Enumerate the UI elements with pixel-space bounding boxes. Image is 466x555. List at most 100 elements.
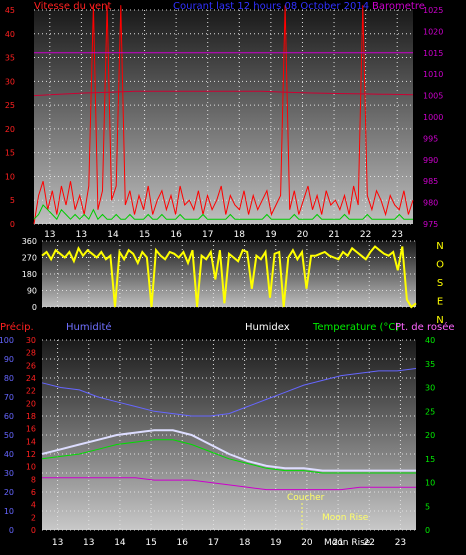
wind-series-1 xyxy=(33,204,413,221)
temp-y-tick: 15 xyxy=(425,455,435,464)
humidex-y-tick: 30 xyxy=(26,336,36,345)
baro-y-tick: 1000 xyxy=(423,113,443,122)
compass-letter: E xyxy=(437,297,443,308)
label-humidite: Humidité xyxy=(66,321,112,333)
direction-y-tick: 90 xyxy=(27,287,37,296)
wind-x-tick: 17 xyxy=(202,230,213,240)
label-rosee: Pt. de rosée xyxy=(395,321,455,333)
temp-series-0 xyxy=(41,368,417,417)
humidex-y-tick: 4 xyxy=(31,501,36,510)
temp-x-tick: 19 xyxy=(270,538,282,548)
wind-y-tick: 15 xyxy=(5,149,15,158)
temp-x-tick: 21 xyxy=(332,538,343,548)
sunset-label: Coucher xyxy=(287,493,325,503)
temp-series-3 xyxy=(42,477,416,491)
humidex-y-tick: 28 xyxy=(26,349,36,358)
wind-series-0 xyxy=(33,5,414,225)
humidex-y-tick: 20 xyxy=(26,399,36,408)
precip-y-tick: 80 xyxy=(4,374,14,383)
humidex-y-tick: 12 xyxy=(26,450,36,459)
direction-y-tick: 360 xyxy=(22,237,37,246)
temp-y-tick: 20 xyxy=(425,431,435,440)
wind-y-tick: 35 xyxy=(5,54,15,63)
precip-y-tick: 90 xyxy=(4,355,14,364)
temp-x-tick: 18 xyxy=(239,538,251,548)
moonrise-label: Moon Rise xyxy=(322,513,369,523)
temp-y-tick: 40 xyxy=(425,336,435,345)
wind-x-tick: 23 xyxy=(391,230,402,240)
humidex-y-tick: 14 xyxy=(26,437,36,446)
direction-plot-bg xyxy=(42,241,416,307)
wind-y-tick: 0 xyxy=(10,220,15,229)
wind-x-tick: 16 xyxy=(170,230,182,240)
precip-y-tick: 30 xyxy=(4,469,14,478)
wind-x-axis: 13 13 14 15 16 17 18 19 20 21 22 23 xyxy=(44,230,403,240)
label-temperature: Temperature (°C) xyxy=(312,322,399,333)
baro-y-tick: 995 xyxy=(423,134,438,143)
temp-x-tick: 15 xyxy=(145,538,156,548)
precip-y-tick: 10 xyxy=(4,507,14,516)
precip-y-tick: 70 xyxy=(4,393,14,402)
temp-y-tick: 25 xyxy=(425,407,435,416)
precip-y-tick: 40 xyxy=(4,450,14,459)
wind-x-tick: 13 xyxy=(44,230,55,240)
temp-x-tick: 23 xyxy=(395,538,406,548)
humidex-y-tick: 24 xyxy=(26,374,36,383)
wind-y-tick: 10 xyxy=(5,172,15,181)
precip-y-tick: 100 xyxy=(0,336,14,345)
wind-chart: Vitesse du vent Courant last 12 hours 08… xyxy=(5,1,444,240)
humidex-y-tick: 6 xyxy=(31,488,36,497)
wind-x-tick: 21 xyxy=(328,230,339,240)
humidex-y-tick: 2 xyxy=(31,513,36,522)
temp-x-tick: 16 xyxy=(177,538,189,548)
wind-right-axis: 1025 1020 1015 1010 1005 1000 995 990 985 980 975 xyxy=(423,6,443,229)
wind-chart-title: Courant last 12 hours 08 October 2014 xyxy=(173,1,369,12)
compass-letter: N xyxy=(436,315,443,326)
temp-y-tick: 0 xyxy=(425,526,430,535)
temp-y-tick: 5 xyxy=(425,502,430,511)
baro-y-tick: 1020 xyxy=(423,27,443,36)
precip-y-tick: 60 xyxy=(4,412,14,421)
label-humidex: Humidex xyxy=(245,322,290,333)
wind-x-tick: 15 xyxy=(139,230,150,240)
direction-y-tick: 180 xyxy=(22,270,37,279)
temperature-chart: Précip. Humidité Humidex Temperature (°C… xyxy=(0,321,455,548)
wind-left-label: Vitesse du vent xyxy=(34,1,111,12)
label-precip: Précip. xyxy=(0,321,34,333)
wind-x-tick: 22 xyxy=(360,230,371,240)
wind-y-tick: 40 xyxy=(5,30,15,39)
temp-x-tick: 14 xyxy=(114,538,126,548)
temperature-axis: 40 35 30 25 20 15 10 5 0 xyxy=(425,336,435,535)
baro-y-tick: 985 xyxy=(423,177,438,186)
wind-y-tick: 25 xyxy=(5,101,15,110)
wind-x-tick: 14 xyxy=(107,230,119,240)
wind-x-tick: 18 xyxy=(234,230,246,240)
temp-series-1 xyxy=(41,429,416,472)
wind-y-tick: 20 xyxy=(5,125,15,134)
wind-y-tick: 30 xyxy=(5,77,15,86)
temp-x-tick: 13 xyxy=(52,538,63,548)
direction-y-tick: 0 xyxy=(32,303,37,312)
temp-series-2 xyxy=(41,439,416,474)
wind-right-label: Barometre xyxy=(372,1,425,12)
temp-y-tick: 35 xyxy=(425,360,435,369)
humidex-y-tick: 8 xyxy=(31,475,36,484)
direction-y-axis: 360 270 180 90 0 xyxy=(22,237,37,312)
compass-letter: S xyxy=(437,278,443,289)
compass-letter: O xyxy=(436,260,444,271)
precip-y-tick: 0 xyxy=(9,526,14,535)
wind-x-tick: 20 xyxy=(297,230,309,240)
baro-y-tick: 975 xyxy=(423,220,438,229)
baro-y-tick: 1025 xyxy=(423,6,443,15)
direction-series-group xyxy=(41,245,417,309)
humidex-y-tick: 22 xyxy=(26,387,36,396)
baro-y-tick: 1015 xyxy=(423,49,443,58)
wind-left-axis: 45 40 35 30 25 20 15 10 5 0 xyxy=(5,6,15,229)
wind-series-3 xyxy=(33,90,414,97)
humidex-y-tick: 18 xyxy=(26,412,36,421)
temp-x-tick: 20 xyxy=(301,538,313,548)
